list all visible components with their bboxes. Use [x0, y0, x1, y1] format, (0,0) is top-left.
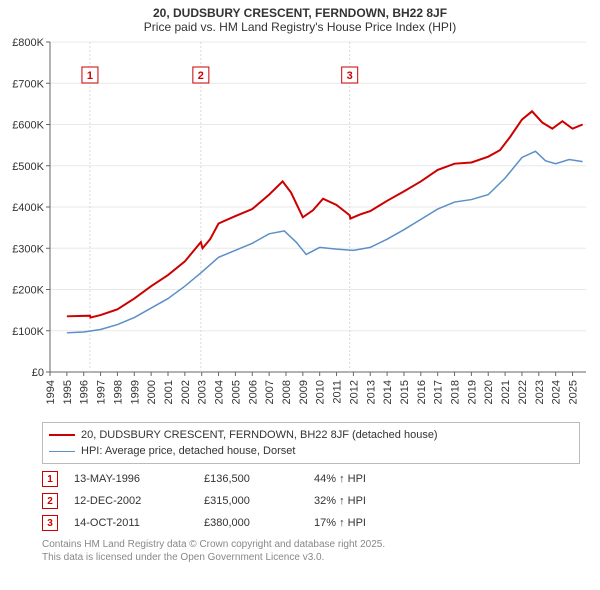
svg-text:2023: 2023	[534, 380, 546, 404]
svg-text:2009: 2009	[298, 380, 310, 404]
event-marker-box: 1	[42, 471, 58, 487]
legend-swatch	[49, 451, 75, 452]
event-list: 1 13-MAY-1996 £136,500 44% ↑ HPI 2 12-DEC-200…	[42, 468, 580, 534]
svg-text:2025: 2025	[568, 380, 580, 404]
svg-text:2005: 2005	[230, 380, 242, 404]
svg-text:2012: 2012	[348, 380, 360, 404]
svg-text:2011: 2011	[332, 380, 344, 404]
svg-text:£400K: £400K	[12, 202, 44, 214]
svg-text:£700K: £700K	[12, 78, 44, 90]
svg-text:2015: 2015	[399, 380, 411, 404]
svg-text:2016: 2016	[416, 380, 428, 404]
svg-text:1996: 1996	[79, 380, 91, 404]
event-price: £380,000	[204, 517, 304, 529]
svg-text:2019: 2019	[466, 380, 478, 404]
event-row: 2 12-DEC-2002 £315,000 32% ↑ HPI	[42, 490, 580, 512]
marker-num-3: 3	[347, 70, 353, 82]
svg-text:1999: 1999	[129, 380, 141, 404]
svg-text:£800K: £800K	[12, 37, 44, 49]
svg-text:2024: 2024	[551, 380, 563, 404]
svg-text:2020: 2020	[483, 380, 495, 404]
legend: 20, DUDSBURY CRESCENT, FERNDOWN, BH22 8J…	[42, 422, 580, 464]
event-marker-box: 3	[42, 515, 58, 531]
svg-text:£100K: £100K	[12, 326, 44, 338]
svg-text:2010: 2010	[315, 380, 327, 404]
svg-text:2001: 2001	[163, 380, 175, 404]
svg-text:2018: 2018	[450, 380, 462, 404]
chart-title-1: 20, DUDSBURY CRESCENT, FERNDOWN, BH22 8J…	[8, 6, 592, 20]
footer-line-2: This data is licensed under the Open Gov…	[42, 551, 580, 564]
svg-text:£500K: £500K	[12, 161, 44, 173]
footer-attribution: Contains HM Land Registry data © Crown c…	[42, 538, 580, 564]
marker-num-1: 1	[87, 70, 93, 82]
chart-titles: 20, DUDSBURY CRESCENT, FERNDOWN, BH22 8J…	[0, 0, 600, 36]
svg-text:2007: 2007	[264, 380, 276, 404]
svg-text:2013: 2013	[365, 380, 377, 404]
event-date: 13-MAY-1996	[74, 473, 194, 485]
legend-item: HPI: Average price, detached house, Dors…	[49, 443, 573, 459]
event-date: 12-DEC-2002	[74, 495, 194, 507]
event-pct: 44% ↑ HPI	[314, 473, 580, 485]
svg-text:2008: 2008	[281, 380, 293, 404]
legend-label: HPI: Average price, detached house, Dors…	[81, 443, 295, 459]
svg-text:2014: 2014	[382, 380, 394, 404]
svg-text:£300K: £300K	[12, 243, 44, 255]
event-date: 14-OCT-2011	[74, 517, 194, 529]
svg-text:£0: £0	[32, 367, 44, 379]
legend-label: 20, DUDSBURY CRESCENT, FERNDOWN, BH22 8J…	[81, 427, 438, 443]
line-chart: £0 £100K £200K £300K £400K £500K £600K £700K £80…	[0, 36, 600, 416]
event-marker-box: 2	[42, 493, 58, 509]
event-row: 1 13-MAY-1996 £136,500 44% ↑ HPI	[42, 468, 580, 490]
svg-text:1998: 1998	[112, 380, 124, 404]
legend-swatch	[49, 434, 75, 436]
svg-text:£200K: £200K	[12, 285, 44, 297]
svg-text:2017: 2017	[433, 380, 445, 404]
svg-text:2022: 2022	[517, 380, 529, 404]
chart-area: £0 £100K £200K £300K £400K £500K £600K £700K £80…	[0, 36, 600, 416]
event-price: £136,500	[204, 473, 304, 485]
event-row: 3 14-OCT-2011 £380,000 17% ↑ HPI	[42, 512, 580, 534]
event-pct: 17% ↑ HPI	[314, 517, 580, 529]
event-price: £315,000	[204, 495, 304, 507]
footer-line-1: Contains HM Land Registry data © Crown c…	[42, 538, 580, 551]
svg-text:2002: 2002	[180, 380, 192, 404]
svg-text:2003: 2003	[197, 380, 209, 404]
svg-text:1994: 1994	[45, 380, 57, 404]
svg-text:1997: 1997	[96, 380, 108, 404]
svg-text:1995: 1995	[62, 380, 74, 404]
svg-text:2006: 2006	[247, 380, 259, 404]
svg-text:2000: 2000	[146, 380, 158, 404]
svg-text:£600K: £600K	[12, 120, 44, 132]
marker-num-2: 2	[198, 70, 204, 82]
legend-item: 20, DUDSBURY CRESCENT, FERNDOWN, BH22 8J…	[49, 427, 573, 443]
svg-text:2004: 2004	[214, 380, 226, 404]
event-pct: 32% ↑ HPI	[314, 495, 580, 507]
svg-text:2021: 2021	[500, 380, 512, 404]
chart-title-2: Price paid vs. HM Land Registry's House …	[8, 20, 592, 34]
